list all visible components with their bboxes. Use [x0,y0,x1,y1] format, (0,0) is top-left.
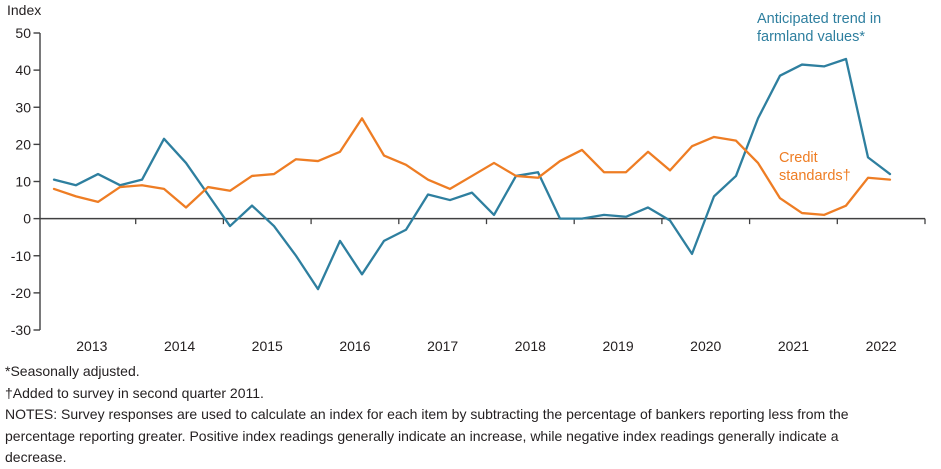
x-year-label: 2020 [690,338,721,354]
footnote-seasonally-adjusted: *Seasonally adjusted. [5,363,140,379]
x-year-label: 2013 [76,338,107,354]
credit-standards-line [52,117,892,217]
footnotes: *Seasonally adjusted. †Added to survey i… [5,361,893,469]
x-year-label: 2021 [778,338,809,354]
farmland-values-line [52,57,892,291]
y-axis-title: Index [7,2,42,18]
x-year-label: 2019 [602,338,633,354]
y-tick-label: 40 [15,62,31,78]
y-tick-label: 30 [15,99,31,115]
credit-annotation-line1: Credit [779,150,818,166]
credit-series-annotation: Credit standards† [779,149,851,185]
y-tick-label: 10 [15,174,31,190]
x-year-label: 2018 [515,338,546,354]
x-year-label: 2022 [866,338,897,354]
x-year-label: 2014 [164,338,195,354]
y-tick-label: -10 [11,248,31,264]
x-year-label: 2017 [427,338,458,354]
farmland-annotation-line1: Anticipated trend in [757,11,882,27]
farmland-annotation-line2: farmland values* [757,29,865,45]
chart-svg: 50 40 30 20 10 0 -10 -20 -30 2013 2014 2015 2016 2017… [11,25,926,354]
footnote-survey-added: †Added to survey in second quarter 2011. [5,384,264,401]
y-tick-label: 0 [23,211,31,227]
x-year-label: 2015 [252,338,283,354]
y-tick-label: 20 [15,136,31,152]
y-tick-label: -20 [11,285,31,301]
y-tick-label: -30 [11,322,31,338]
y-tick-label: 50 [15,25,31,41]
x-year-label: 2016 [339,338,370,354]
footnote-notes: NOTES: Survey responses are used to calc… [5,406,849,465]
credit-annotation-line2: standards† [779,168,851,184]
farmland-series-annotation: Anticipated trend in farmland values* [757,10,881,46]
